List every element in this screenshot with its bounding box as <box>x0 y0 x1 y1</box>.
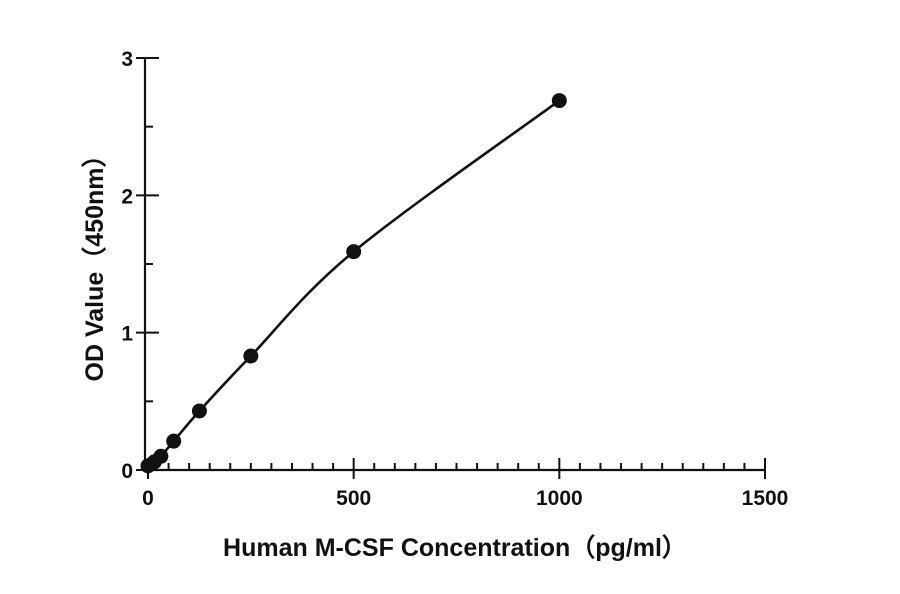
data-point <box>191 403 207 419</box>
data-point <box>346 244 362 260</box>
y-axis-title: OD Value（450nm） <box>80 143 109 382</box>
data-point <box>243 348 259 364</box>
data-point <box>153 448 169 464</box>
data-point <box>166 433 182 449</box>
fit-curve-group <box>147 99 561 467</box>
x-axis: 0 500 1000 1500 <box>142 458 788 510</box>
x-tick-label: 1000 <box>536 487 583 510</box>
y-tick-label: 1 <box>121 323 133 346</box>
x-tick-label: 1500 <box>742 487 789 510</box>
x-axis-title: Human M-CSF Concentration（pg/ml） <box>223 533 687 562</box>
data-point <box>551 93 567 109</box>
x-tick-label: 0 <box>142 487 154 510</box>
data-points <box>140 93 567 474</box>
y-axis: 0 1 2 3 <box>121 48 159 483</box>
x-tick-label: 500 <box>336 487 371 510</box>
y-tick-label: 2 <box>121 185 133 208</box>
fit-curve-line <box>147 99 561 467</box>
y-tick-label: 3 <box>121 48 133 71</box>
y-tick-label: 0 <box>121 460 133 483</box>
